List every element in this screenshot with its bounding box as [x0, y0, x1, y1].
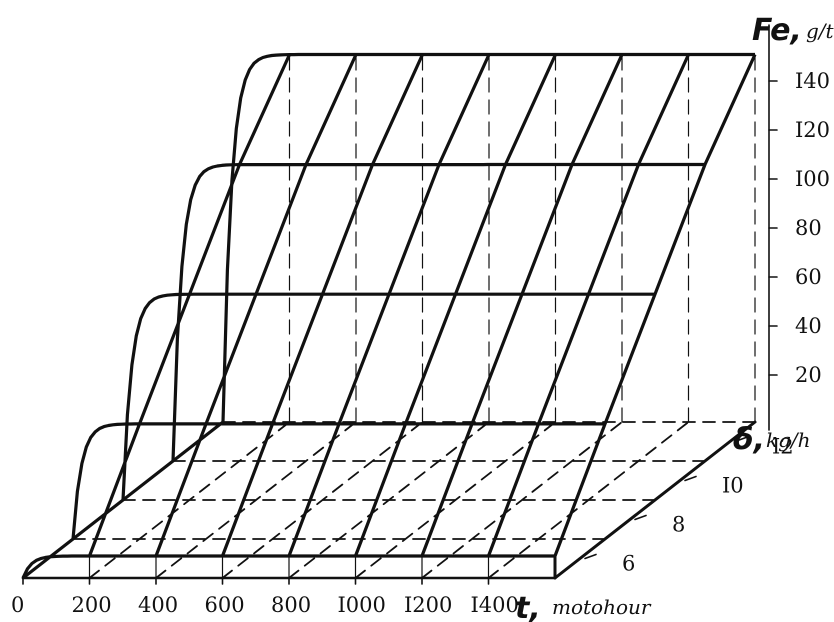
- surface-depth-line-3: [221, 53, 424, 557]
- depth-tick-label-0: 6: [622, 552, 635, 576]
- z-tick-label-0: 20: [795, 363, 822, 387]
- x-tick-label-0: 0: [11, 593, 24, 617]
- floor-grid-depth-line-6: [421, 421, 623, 579]
- floor-grid-depth-line-2: [155, 421, 357, 579]
- depth-tick-label-3: I2: [772, 435, 794, 459]
- surface-depth-line-2: [154, 53, 358, 557]
- depth-tick-label-2: I0: [722, 474, 744, 498]
- depth-axis-symbol: δ,: [733, 422, 765, 457]
- floor-grid-depth-line-4: [288, 421, 490, 579]
- z-axis-unit: g/t: [806, 19, 834, 43]
- x-tick-label-2: 400: [138, 593, 178, 617]
- surface-depth-line-8: [553, 53, 757, 557]
- z-tick-label-1: 40: [795, 314, 822, 338]
- depth-tick-mark-1: [634, 514, 647, 521]
- x-tick-label-4: 800: [271, 593, 311, 617]
- x-tick-label-5: I000: [338, 593, 386, 617]
- x-tick-label-6: I200: [404, 593, 452, 617]
- surface-curve-depth-12: [171, 162, 705, 462]
- depth-tick-label-1: 8: [672, 513, 685, 537]
- z-axis-symbol: Fe,: [752, 13, 802, 48]
- depth-axis-unit: kg/h: [766, 428, 811, 452]
- surface-mesh: [21, 52, 757, 580]
- floor-grid-depth-line-7: [487, 421, 690, 579]
- surface-depth-line-6: [420, 53, 624, 557]
- floor-right-edge: [553, 420, 757, 580]
- tick-marks: [22, 80, 778, 585]
- vertical-drop-lines: [88, 53, 756, 579]
- surface-depth-line-5: [354, 53, 557, 557]
- floor-grid-depth-line-3: [221, 421, 424, 579]
- axes: [21, 24, 770, 580]
- x-axis-unit: motohour: [552, 595, 652, 619]
- floor-grid-depth-line-1: [88, 421, 291, 579]
- surface-depth-line-7: [487, 53, 690, 557]
- x-tick-label-3: 600: [205, 593, 245, 617]
- z-tick-label-6: I40: [795, 69, 830, 93]
- depth-tick-mark-3: [734, 436, 747, 443]
- floor-grid-depth-line-5: [354, 421, 557, 579]
- surface-depth-line-0: [22, 420, 224, 580]
- surface-depth-line-1: [88, 53, 291, 557]
- x-tick-label-7: I400: [471, 593, 519, 617]
- z-tick-label-5: I20: [795, 118, 830, 142]
- z-tick-label-2: 60: [795, 265, 822, 289]
- depth-tick-mark-2: [684, 475, 697, 482]
- z-tick-label-4: I00: [795, 167, 830, 191]
- z-tick-label-3: 80: [795, 216, 822, 240]
- x-tick-label-1: 200: [72, 593, 112, 617]
- surface-curve-depth-8: [71, 422, 605, 540]
- depth-tick-mark-0: [584, 553, 597, 560]
- surface-depth-line-4: [287, 53, 491, 557]
- x-axis-symbol: t,: [515, 591, 541, 622]
